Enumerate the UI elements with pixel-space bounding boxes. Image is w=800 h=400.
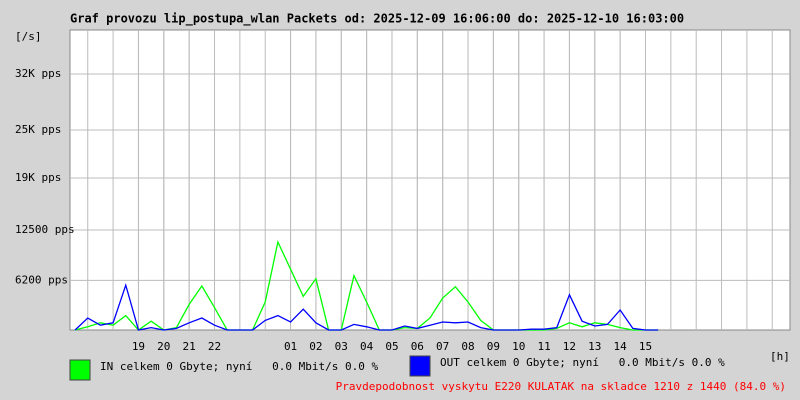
x-tick-label: 11 <box>537 340 550 353</box>
y-tick-label: 6200 pps <box>15 273 68 286</box>
x-tick-label: 22 <box>208 340 221 353</box>
x-tick-label: 01 <box>284 340 297 353</box>
x-tick-label: 06 <box>411 340 424 353</box>
x-axis-label: [h] <box>770 350 790 363</box>
legend-label: OUT celkem 0 Gbyte; nyní 0.0 Mbit/s 0.0 … <box>440 356 725 369</box>
plot <box>70 30 790 331</box>
x-tick-label: 21 <box>183 340 196 353</box>
y-tick-label: 12500 pps <box>15 223 75 236</box>
legend-label: IN celkem 0 Gbyte; nyní 0.0 Mbit/s 0.0 % <box>100 360 379 373</box>
y-axis-label: [/s] <box>15 30 42 43</box>
series-line <box>74 283 659 331</box>
x-tick-label: 12 <box>563 340 576 353</box>
x-tick-label: 20 <box>157 340 170 353</box>
x-tick-label: 02 <box>309 340 322 353</box>
legend-swatch <box>69 359 91 381</box>
x-tick-label: 15 <box>639 340 652 353</box>
x-tick-label: 05 <box>385 340 398 353</box>
legend-swatch <box>409 355 431 377</box>
x-tick-label: 09 <box>487 340 500 353</box>
chart-title: Graf provozu lip_postupa_wlan Packets od… <box>70 12 684 27</box>
x-tick-label: 19 <box>132 340 145 353</box>
y-tick-label: 32K pps <box>15 67 61 80</box>
x-tick-label: 13 <box>588 340 601 353</box>
x-tick-label: 03 <box>335 340 348 353</box>
x-tick-label: 10 <box>512 340 525 353</box>
plot-area <box>69 29 791 331</box>
x-tick-label: 14 <box>614 340 628 353</box>
y-tick-label: 25K pps <box>15 123 61 136</box>
x-tick-label: 07 <box>436 340 449 353</box>
x-tick-label: 08 <box>461 340 474 353</box>
note: Pravdepodobnost vyskytu E220 KULATAK na … <box>336 380 786 393</box>
y-tick-label: 19K pps <box>15 171 61 184</box>
x-tick-label: 04 <box>360 340 374 353</box>
